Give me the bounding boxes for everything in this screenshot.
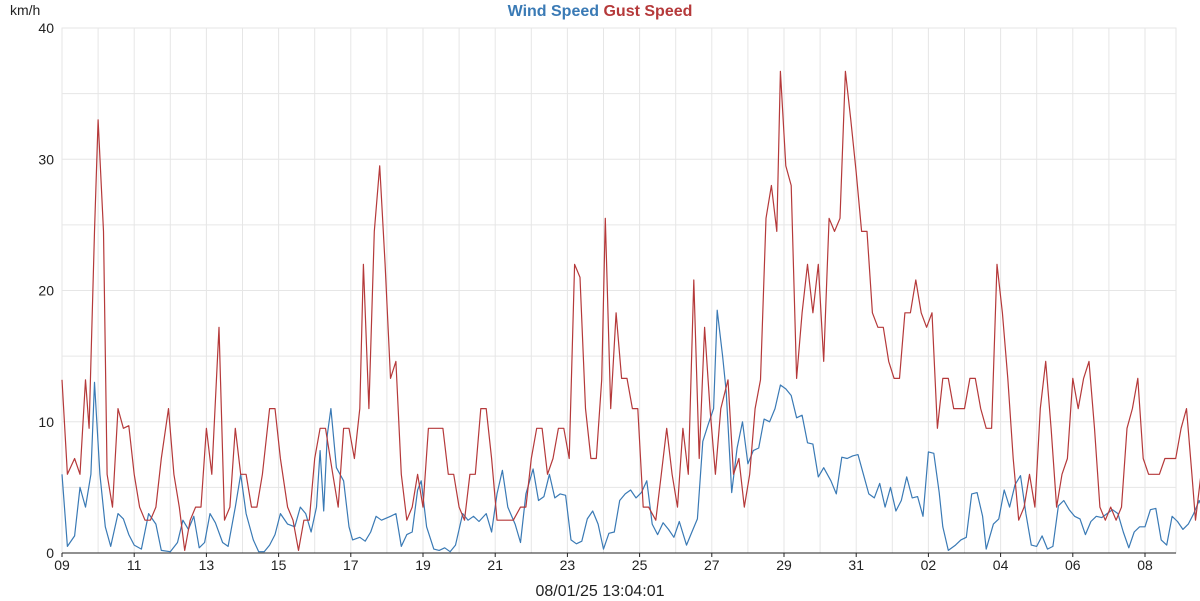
x-tick-label: 19 <box>415 557 431 573</box>
x-tick-label: 11 <box>127 557 142 573</box>
x-tick-label: 02 <box>921 557 937 573</box>
x-tick-label: 31 <box>848 557 864 573</box>
x-tick-label: 25 <box>632 557 648 573</box>
y-tick-label: 40 <box>38 20 54 36</box>
gust-speed-line <box>61 70 1200 552</box>
x-tick-label: 09 <box>54 557 70 573</box>
legend-gust-speed[interactable]: Gust Speed <box>603 3 693 20</box>
x-tick-label: 23 <box>560 557 576 573</box>
y-tick-label: 0 <box>46 545 54 561</box>
x-tick-label: 15 <box>271 557 287 573</box>
x-tick-label: 04 <box>993 557 1009 573</box>
x-tick-label: 27 <box>704 557 720 573</box>
x-tick-label: 21 <box>487 557 503 573</box>
x-tick-label: 29 <box>776 557 792 573</box>
y-axis-unit-label: km/h <box>10 2 41 18</box>
chart-legend: Wind Speed Gust Speed <box>0 3 1200 21</box>
x-tick-label: 08 <box>1137 557 1153 573</box>
y-tick-label: 30 <box>38 151 54 167</box>
x-tick-label: 06 <box>1065 557 1081 573</box>
timestamp-label: 08/01/25 13:04:01 <box>535 583 665 600</box>
y-tick-label: 10 <box>38 414 54 430</box>
x-tick-label: 13 <box>199 557 215 573</box>
y-tick-label: 20 <box>38 283 54 299</box>
x-tick-label: 17 <box>343 557 359 573</box>
wind-speed-line <box>61 309 1200 553</box>
legend-wind-speed[interactable]: Wind Speed <box>507 3 600 20</box>
